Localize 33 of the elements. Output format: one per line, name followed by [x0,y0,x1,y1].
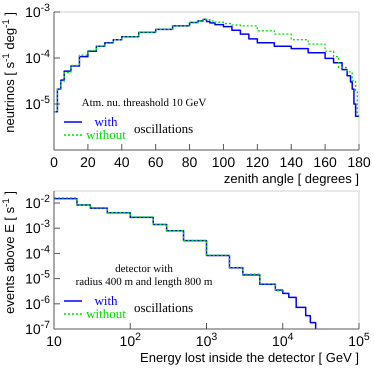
x-tick-label: 10$^{4}$ [272,331,294,349]
x-tick-label: 160 [313,154,338,170]
x-tick-label: 10$^{2}$ [120,331,142,349]
x-tick-label: 10$^{3}$ [196,331,218,349]
x-tick-label: 180 [347,154,371,170]
y-tick-label: 10$^{-3}$ [25,2,50,20]
y-tick-label: 10$^{-3}$ [25,218,50,236]
annotation: oscillations [134,121,194,136]
legend-label: without [86,127,126,142]
x-tick-label: 20 [80,154,96,170]
legend-label: without [86,306,126,321]
x-tick-label: 140 [280,154,304,170]
y-tick-label: 10$^{-5}$ [25,94,50,112]
annotation: Atm. nu. threashold 10 GeV [82,97,206,109]
y-tick-label: 10$^{-4}$ [25,48,50,66]
annotation: radius 400 m and length 800 m [76,276,213,288]
annotation: oscillations [134,300,194,315]
legend-label: with [94,293,118,308]
y-tick-label: 10$^{-4}$ [25,243,50,262]
x-tick-label: 80 [182,154,198,170]
y-tick-label: 10$^{-2}$ [25,193,50,212]
x-axis-title: zenith angle [ degrees ] [224,171,359,186]
x-tick-label: 0 [50,154,58,170]
x-tick-label: 40 [114,154,130,170]
x-tick-label: 100 [212,154,236,170]
x-tick-label: 10$^{5}$ [348,331,370,349]
annotation: detector with [115,263,174,275]
y-tick-label: 10$^{-5}$ [25,268,50,287]
x-axis-title: Energy lost inside the detector [ GeV ] [140,350,359,365]
y-tick-label: 10$^{-6}$ [25,294,50,312]
x-tick-label: 120 [246,154,270,170]
legend-label: with [94,114,118,129]
x-tick-label: 60 [148,154,164,170]
